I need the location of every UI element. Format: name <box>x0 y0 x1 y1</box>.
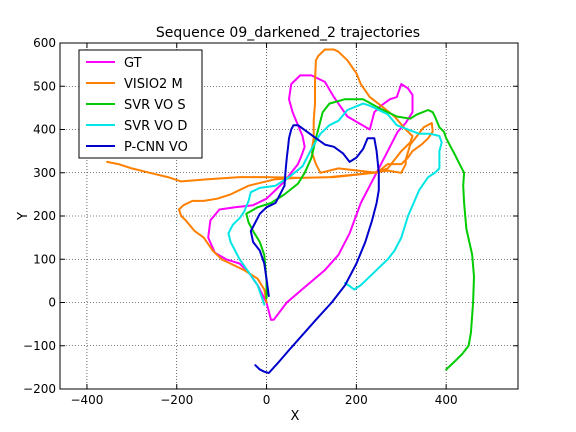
y-tick-label: −100 <box>23 339 56 353</box>
x-tick-label: −200 <box>160 393 193 407</box>
y-tick-label: 100 <box>33 252 56 266</box>
x-tick-label: −400 <box>70 393 103 407</box>
legend-label-svr-vo-d: SVR VO D <box>124 119 187 134</box>
legend-label-svr-vo-s: SVR VO S <box>124 98 186 113</box>
legend-label-visio2-m: VISIO2 M <box>124 77 183 92</box>
legend-label-p-cnn-vo: P-CNN VO <box>124 140 188 155</box>
x-tick-label: 400 <box>435 393 458 407</box>
x-tick-label: 200 <box>345 393 368 407</box>
tick-labels: −400 −200 0 200 400 −200 −100 0 100 200 300 400 500 6… <box>23 36 458 407</box>
legend-label-gt: GT <box>124 56 142 71</box>
series-line-svr-vo-s <box>245 98 475 371</box>
x-axis-label: X <box>291 409 300 424</box>
chart-title: Sequence 09_darkened_2 trajectories <box>156 25 420 41</box>
y-tick-label: 300 <box>33 166 56 180</box>
y-tick-label: −200 <box>23 382 56 396</box>
series-line-p-cnn-vo <box>249 124 380 374</box>
y-tick-label: 0 <box>48 296 56 310</box>
y-axis-label: Y <box>16 212 31 221</box>
legend: GT VISIO2 M SVR VO S SVR VO D P-CNN VO <box>78 49 203 159</box>
y-tick-label: 400 <box>33 123 56 137</box>
y-tick-label: 500 <box>33 79 56 93</box>
x-tick-label: 0 <box>263 393 271 407</box>
tick-marks <box>60 42 518 390</box>
series-line-visio2-m <box>106 48 434 304</box>
y-tick-label: 200 <box>33 209 56 223</box>
series-layer <box>106 48 475 374</box>
series-line-svr-vo-d <box>227 102 443 306</box>
grid-lines <box>60 42 518 390</box>
y-tick-label: 600 <box>33 36 56 50</box>
